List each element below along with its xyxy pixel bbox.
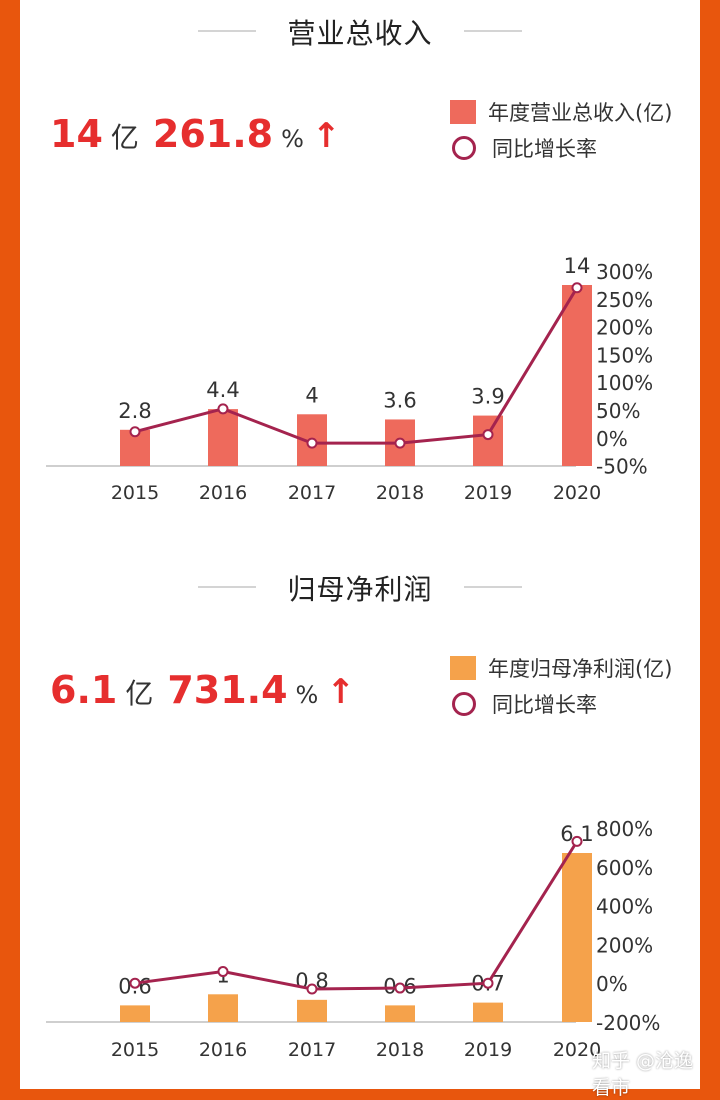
y2-tick-label: 200% bbox=[596, 316, 653, 340]
chart-legend: 年度营业总收入(亿) 同比增长率 bbox=[450, 94, 672, 166]
y2-tick-label: 250% bbox=[596, 288, 653, 312]
section-title: 营业总收入 bbox=[287, 17, 433, 50]
kpi-summary: 14 亿 261.8% ↑ bbox=[50, 112, 340, 156]
kpi-growth: 261.8 bbox=[152, 112, 274, 156]
y2-tick-label: -200% bbox=[596, 1011, 660, 1035]
legend-line-marker-icon bbox=[452, 692, 476, 716]
legend-bar-swatch bbox=[450, 656, 476, 680]
up-arrow-icon: ↑ bbox=[326, 672, 355, 712]
x-tick-label: 2016 bbox=[199, 482, 247, 504]
kpi-unit: 亿 bbox=[110, 121, 139, 154]
bar-value-label: 3.6 bbox=[383, 388, 416, 412]
bar bbox=[208, 994, 238, 1022]
bar bbox=[208, 409, 238, 466]
x-tick-label: 2015 bbox=[111, 482, 159, 504]
bar bbox=[473, 1002, 503, 1022]
x-tick-label: 2016 bbox=[199, 1039, 247, 1061]
growth-point bbox=[129, 426, 141, 438]
y2-tick-label: 0% bbox=[596, 972, 628, 996]
y2-tick-label: 150% bbox=[596, 343, 653, 367]
kpi-unit: 亿 bbox=[125, 677, 154, 710]
growth-point bbox=[394, 982, 406, 994]
profit-section: 归母净利润 6.1亿 731.4%↑ 年度归母净利润(亿) 同比增长率 0.620… bbox=[20, 540, 700, 1089]
growth-point bbox=[571, 282, 583, 294]
kpi-summary: 6.1 亿 731.4% ↑ bbox=[50, 668, 355, 712]
y2-tick-label: 50% bbox=[596, 399, 640, 423]
x-tick-label: 2017 bbox=[288, 1039, 336, 1061]
growth-line bbox=[134, 840, 579, 991]
bar bbox=[562, 853, 592, 1022]
x-tick-label: 2017 bbox=[288, 482, 336, 504]
growth-point bbox=[394, 437, 406, 449]
y2-tick-label: 300% bbox=[596, 260, 653, 284]
legend-bar-swatch bbox=[450, 100, 476, 124]
x-tick-label: 2020 bbox=[553, 482, 601, 504]
y2-tick-label: 400% bbox=[596, 895, 653, 919]
kpi-value: 14 bbox=[50, 112, 103, 156]
section-title: 归母净利润 bbox=[287, 573, 433, 606]
y2-tick-label: 0% bbox=[596, 427, 628, 451]
legend-item-line[interactable]: 同比增长率 bbox=[450, 686, 672, 722]
y2-tick-label: 600% bbox=[596, 856, 653, 880]
bar bbox=[562, 285, 592, 466]
bar-value-label: 3.9 bbox=[471, 385, 504, 409]
title-divider-right bbox=[464, 586, 522, 588]
legend-item-bar[interactable]: 年度营业总收入(亿) bbox=[450, 94, 672, 130]
bar-value-label: 2.8 bbox=[118, 399, 151, 423]
growth-point bbox=[217, 403, 229, 415]
bar-value-label: 14 bbox=[564, 254, 591, 278]
growth-point bbox=[482, 429, 494, 441]
legend-line-label: 同比增长率 bbox=[492, 137, 597, 161]
chart-legend: 年度归母净利润(亿) 同比增长率 bbox=[450, 650, 672, 722]
kpi-value: 6.1 bbox=[50, 668, 118, 712]
growth-point bbox=[306, 983, 318, 995]
y2-tick-label: -50% bbox=[596, 455, 648, 479]
watermark: 知乎 @沧逸看市 bbox=[592, 1050, 694, 1099]
x-tick-label: 2019 bbox=[464, 1039, 512, 1061]
y2-tick-label: 200% bbox=[596, 933, 653, 957]
revenue-chart: 2.8 2015 4.4 2016 4 2017 3.6 2018 3.9 2019 14 2020 3… bbox=[46, 254, 653, 504]
x-tick-label: 2018 bbox=[376, 482, 424, 504]
title-divider-left bbox=[198, 586, 256, 588]
profit-chart: 0.62015120160.820170.620180.720196.12020… bbox=[46, 817, 660, 1061]
legend-bar-label: 年度营业总收入(亿) bbox=[488, 101, 673, 125]
legend-item-line[interactable]: 同比增长率 bbox=[450, 130, 672, 166]
legend-bar-label: 年度归母净利润(亿) bbox=[488, 657, 673, 681]
growth-line bbox=[134, 286, 579, 445]
bar-value-label: 4.4 bbox=[206, 378, 239, 402]
kpi-growth-unit: % bbox=[281, 125, 304, 153]
bar bbox=[473, 415, 503, 466]
x-tick-label: 2018 bbox=[376, 1039, 424, 1061]
legend-line-label: 同比增长率 bbox=[492, 693, 597, 717]
bar-value-label: 4 bbox=[305, 383, 318, 407]
bar bbox=[297, 999, 327, 1022]
growth-point bbox=[482, 977, 494, 989]
kpi-growth-unit: % bbox=[295, 681, 319, 709]
growth-point bbox=[217, 966, 229, 978]
revenue-section: 营业总收入 14 亿 261.8% ↑ 年度营业总收入(亿) 同比增长率 2.8 201… bbox=[20, 0, 700, 540]
report-panel: 营业总收入 14 亿 261.8% ↑ 年度营业总收入(亿) 同比增长率 2.8 201… bbox=[20, 0, 700, 1099]
kpi-growth: 731.4 bbox=[167, 668, 288, 712]
title-divider-right bbox=[464, 30, 522, 32]
growth-point bbox=[306, 437, 318, 449]
legend-item-bar[interactable]: 年度归母净利润(亿) bbox=[450, 650, 672, 686]
bar bbox=[385, 1005, 415, 1022]
y2-tick-label: 800% bbox=[596, 817, 653, 841]
y2-tick-label: 100% bbox=[596, 371, 653, 395]
legend-line-marker-icon bbox=[452, 136, 476, 160]
x-tick-label: 2019 bbox=[464, 482, 512, 504]
up-arrow-icon: ↑ bbox=[311, 116, 341, 156]
title-divider-left bbox=[198, 30, 256, 32]
growth-point bbox=[571, 835, 583, 847]
bar bbox=[120, 1005, 150, 1022]
x-tick-label: 2020 bbox=[553, 1039, 601, 1061]
x-tick-label: 2015 bbox=[111, 1039, 159, 1061]
growth-point bbox=[129, 977, 141, 989]
